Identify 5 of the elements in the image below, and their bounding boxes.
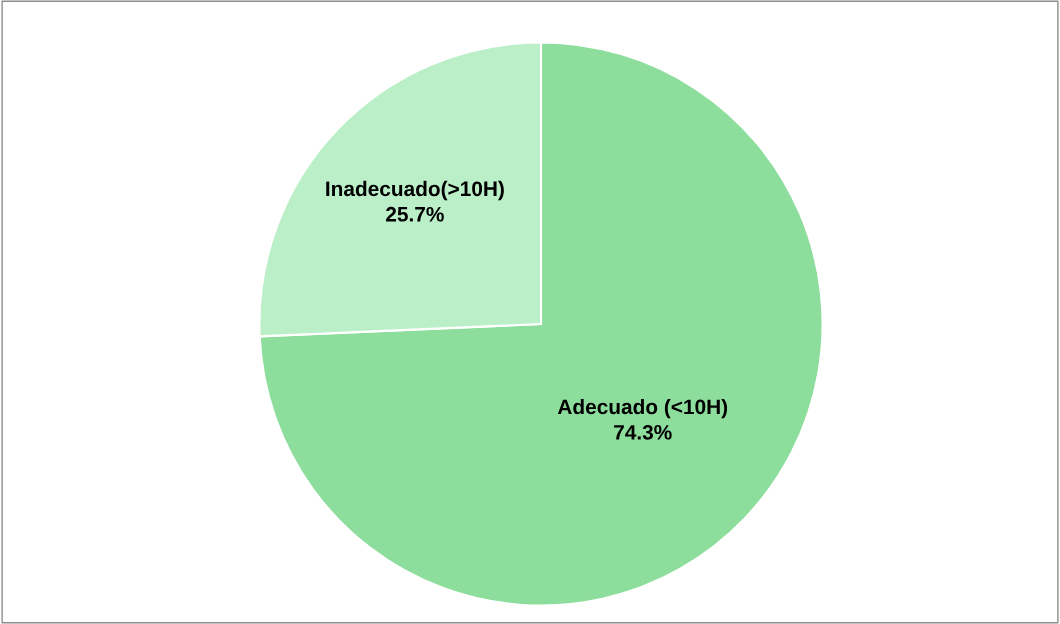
slice-label: Adecuado (<10H) xyxy=(557,398,728,419)
slice-label: Inadecuado(>10H) xyxy=(326,180,504,201)
data-label: 74.3% xyxy=(614,424,672,440)
data-label: 25.7% xyxy=(386,206,444,222)
pie-slice xyxy=(258,41,824,607)
